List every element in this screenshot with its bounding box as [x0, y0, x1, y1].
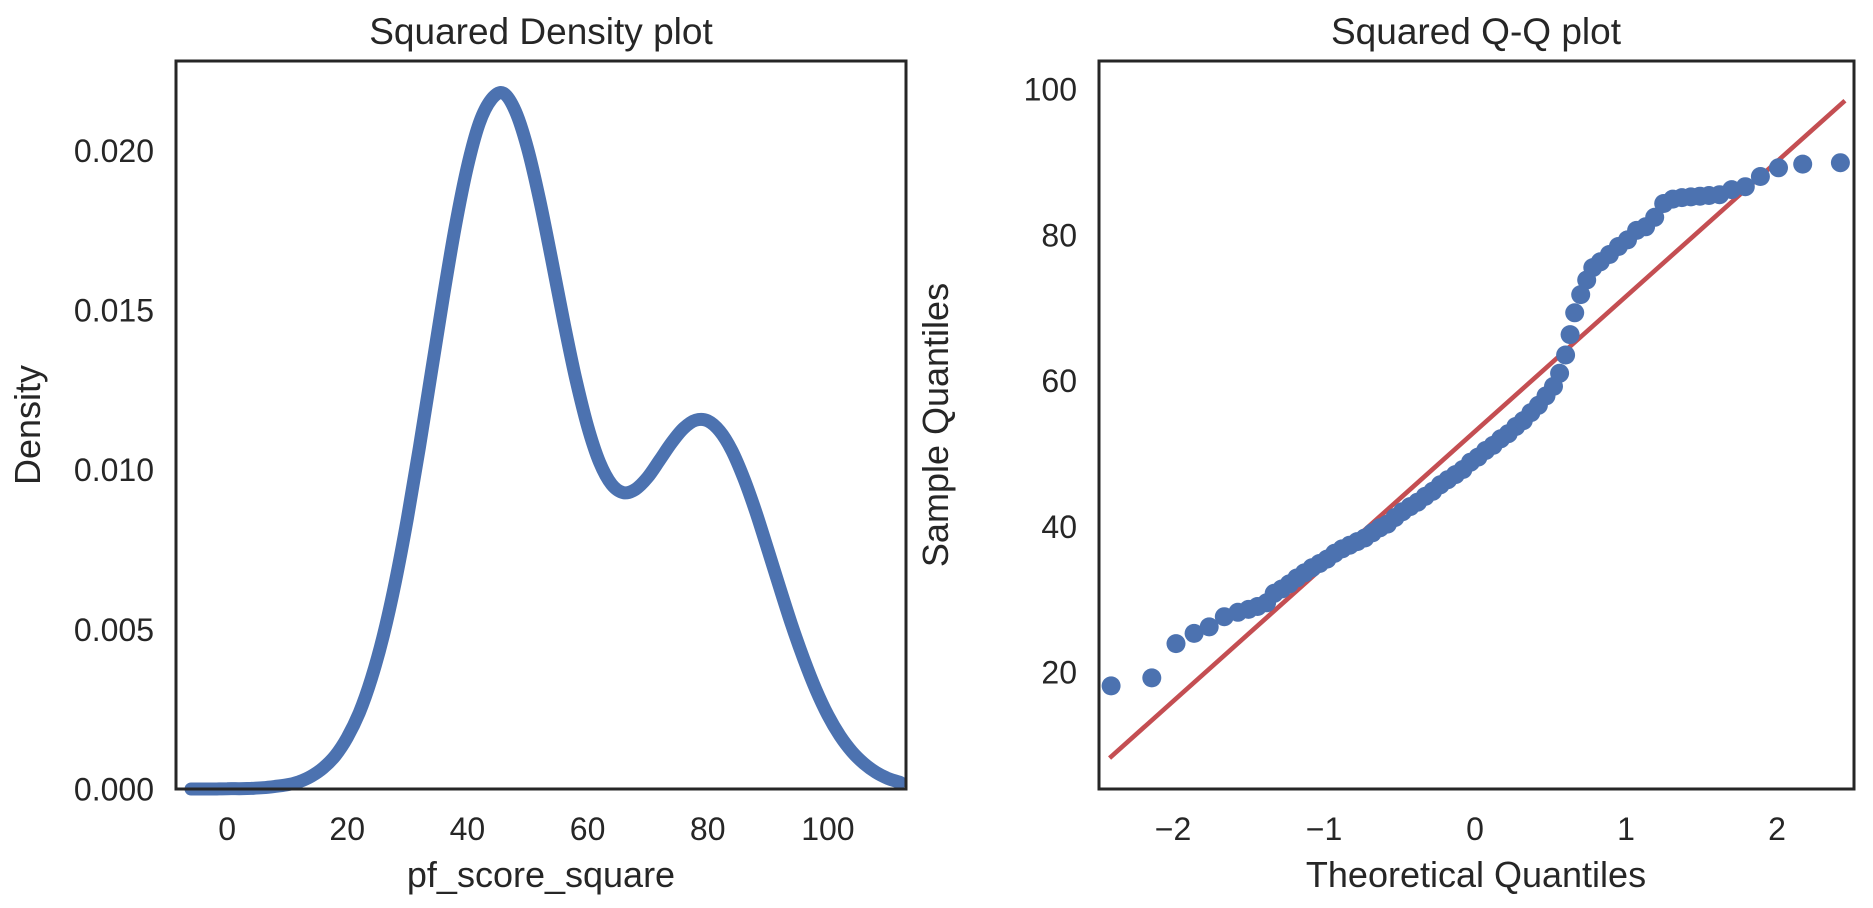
qq-point — [1166, 634, 1186, 654]
density-plot-area: 0 20 40 60 80 100 0.000 0.005 0.010 0.015 0.020 — [74, 59, 908, 847]
qq-point — [1750, 167, 1770, 186]
qq-chart-ylabel: Sample Quantiles — [915, 283, 956, 567]
qq-point — [1101, 676, 1121, 696]
qq-point — [1645, 207, 1665, 227]
density-axes-spines — [174, 59, 908, 791]
qq-plot-area: −2 −1 0 1 2 20 40 60 80 100 — [1024, 59, 1856, 847]
density-x-tick-label: 80 — [690, 811, 726, 847]
qq-point — [1142, 668, 1162, 688]
density-y-tick-label: 0.000 — [74, 772, 154, 808]
qq-x-tick-label: 0 — [1466, 811, 1484, 847]
qq-x-tick-label: 2 — [1768, 811, 1786, 847]
density-x-tick-labels: 0 20 40 60 80 100 — [218, 811, 854, 847]
density-y-tick-label: 0.020 — [74, 133, 154, 169]
density-y-tick-label: 0.005 — [74, 612, 154, 648]
qq-y-tick-label: 20 — [1041, 655, 1077, 691]
density-x-tick-label: 20 — [329, 811, 365, 847]
qq-point — [1769, 158, 1788, 178]
qq-point — [1560, 325, 1580, 345]
density-chart-ylabel: Density — [7, 365, 48, 485]
qq-x-tick-label: 1 — [1617, 811, 1635, 847]
density-chart-xlabel: pf_score_square — [407, 854, 675, 895]
qq-axes-spines — [1097, 59, 1856, 791]
density-x-tick-label: 0 — [218, 811, 236, 847]
density-y-tick-label: 0.015 — [74, 293, 154, 329]
qq-reference-line — [1108, 99, 1847, 760]
qq-point — [1550, 363, 1570, 383]
qq-point — [1199, 617, 1219, 637]
density-x-tick-label: 60 — [570, 811, 606, 847]
qq-point — [1793, 154, 1813, 174]
qq-y-tick-label: 80 — [1041, 217, 1077, 253]
qq-chart-title: Squared Q-Q plot — [1331, 11, 1622, 52]
qq-y-tick-labels: 20 40 60 80 100 — [1024, 72, 1077, 691]
density-curve — [184, 86, 907, 796]
qq-point — [1571, 285, 1591, 305]
qq-point — [1184, 623, 1204, 643]
qq-scatter-points — [1101, 153, 1850, 696]
qq-point — [1556, 345, 1576, 365]
qq-y-tick-label: 40 — [1041, 509, 1077, 545]
qq-point — [1735, 177, 1755, 197]
qq-y-tick-label: 60 — [1041, 363, 1077, 399]
qq-x-tick-label: −2 — [1155, 811, 1191, 847]
qq-point — [1830, 153, 1850, 173]
density-y-tick-label: 0.010 — [74, 452, 154, 488]
qq-chart-xlabel: Theoretical Quantiles — [1306, 854, 1646, 895]
density-x-tick-label: 100 — [801, 811, 854, 847]
density-y-tick-labels: 0.000 0.005 0.010 0.015 0.020 — [74, 133, 154, 808]
qq-x-tick-label: −1 — [1306, 811, 1342, 847]
density-chart-title: Squared Density plot — [369, 11, 713, 52]
qq-y-tick-label: 100 — [1024, 72, 1077, 108]
qq-x-tick-labels: −2 −1 0 1 2 — [1155, 811, 1786, 847]
qq-point — [1565, 303, 1585, 323]
density-x-tick-label: 40 — [450, 811, 486, 847]
